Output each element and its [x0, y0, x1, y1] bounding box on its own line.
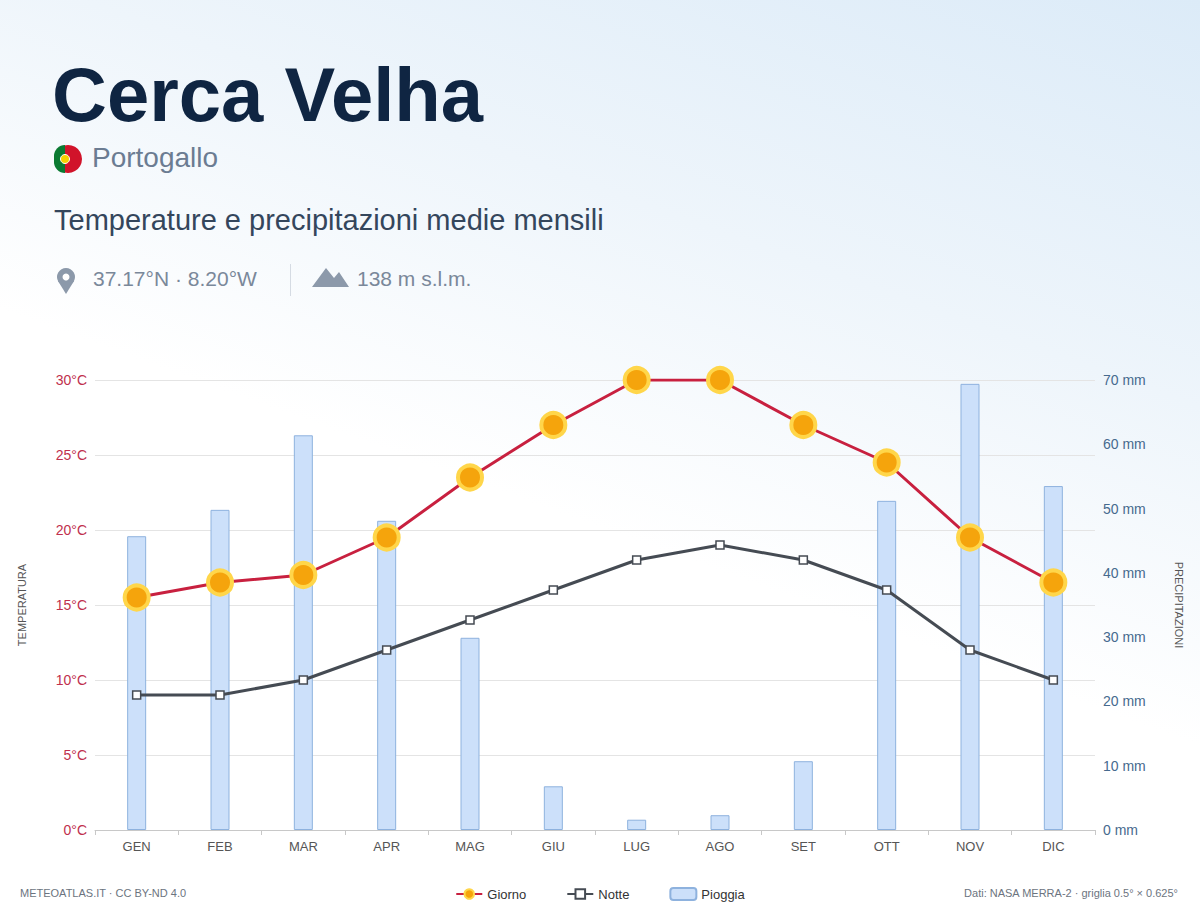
- svg-text:OTT: OTT: [874, 839, 900, 854]
- svg-text:METEOATLAS.IT · CC BY-ND 4.0: METEOATLAS.IT · CC BY-ND 4.0: [20, 887, 186, 899]
- svg-text:0°C: 0°C: [64, 822, 88, 838]
- svg-text:138 m s.l.m.: 138 m s.l.m.: [357, 267, 471, 290]
- svg-text:37.17°N · 8.20°W: 37.17°N · 8.20°W: [93, 267, 257, 290]
- svg-text:Giorno: Giorno: [487, 887, 526, 902]
- svg-text:Pioggia: Pioggia: [701, 887, 745, 902]
- svg-text:TEMPERATURA: TEMPERATURA: [16, 563, 28, 646]
- svg-text:20°C: 20°C: [56, 522, 87, 538]
- svg-text:30°C: 30°C: [56, 372, 87, 388]
- svg-text:10°C: 10°C: [56, 672, 87, 688]
- svg-text:30 mm: 30 mm: [1103, 629, 1146, 645]
- svg-text:50 mm: 50 mm: [1103, 501, 1146, 517]
- svg-text:MAR: MAR: [289, 839, 318, 854]
- svg-text:15°C: 15°C: [56, 597, 87, 613]
- svg-text:GEN: GEN: [123, 839, 151, 854]
- svg-text:PRECIPITAZIONI: PRECIPITAZIONI: [1173, 562, 1185, 649]
- svg-text:SET: SET: [791, 839, 816, 854]
- svg-text:APR: APR: [373, 839, 400, 854]
- svg-text:70 mm: 70 mm: [1103, 372, 1146, 388]
- svg-text:60 mm: 60 mm: [1103, 436, 1146, 452]
- svg-text:FEB: FEB: [207, 839, 232, 854]
- svg-text:MAG: MAG: [455, 839, 485, 854]
- svg-text:Cerca Velha: Cerca Velha: [52, 52, 484, 137]
- svg-text:Notte: Notte: [598, 887, 629, 902]
- svg-text:GIU: GIU: [542, 839, 565, 854]
- svg-text:AGO: AGO: [706, 839, 735, 854]
- svg-text:20 mm: 20 mm: [1103, 693, 1146, 709]
- svg-text:LUG: LUG: [623, 839, 650, 854]
- svg-text:10 mm: 10 mm: [1103, 758, 1146, 774]
- svg-text:Dati: NASA MERRA-2 · griglia 0: Dati: NASA MERRA-2 · griglia 0.5° × 0.62…: [964, 887, 1178, 899]
- svg-text:40 mm: 40 mm: [1103, 565, 1146, 581]
- svg-text:0 mm: 0 mm: [1103, 822, 1138, 838]
- svg-text:DIC: DIC: [1042, 839, 1064, 854]
- svg-text:25°C: 25°C: [56, 447, 87, 463]
- svg-text:Temperature e precipitazioni m: Temperature e precipitazioni medie mensi…: [54, 204, 604, 236]
- svg-text:Portogallo: Portogallo: [92, 142, 218, 173]
- svg-text:NOV: NOV: [956, 839, 985, 854]
- svg-text:5°C: 5°C: [64, 747, 88, 763]
